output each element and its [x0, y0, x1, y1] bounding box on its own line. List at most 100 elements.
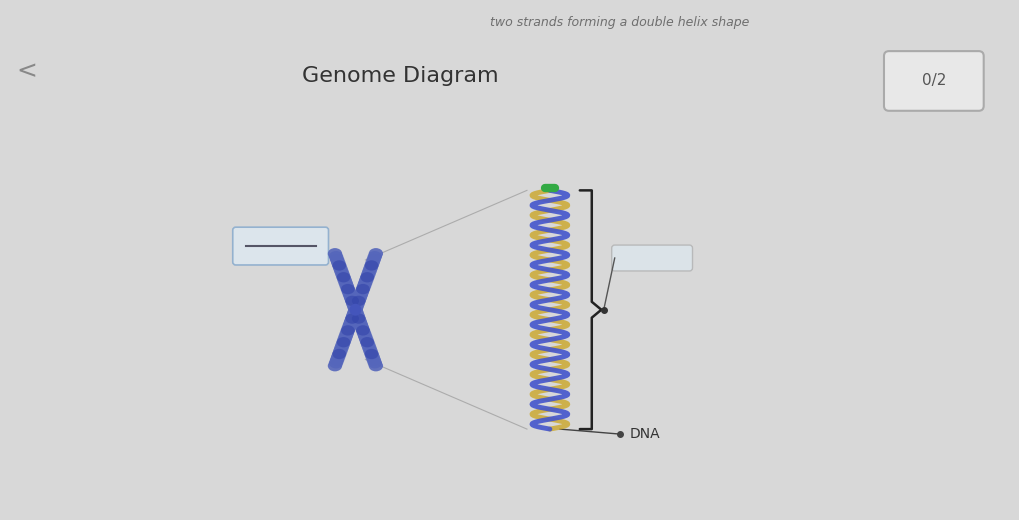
Ellipse shape: [336, 336, 351, 348]
Ellipse shape: [356, 284, 369, 294]
Ellipse shape: [356, 325, 370, 336]
Ellipse shape: [368, 248, 383, 259]
Ellipse shape: [346, 307, 361, 318]
Ellipse shape: [336, 272, 350, 282]
Ellipse shape: [338, 331, 353, 342]
Ellipse shape: [336, 271, 351, 283]
Ellipse shape: [360, 336, 374, 348]
Ellipse shape: [340, 325, 355, 335]
FancyBboxPatch shape: [883, 51, 982, 111]
Ellipse shape: [331, 257, 345, 268]
Ellipse shape: [348, 307, 364, 318]
Ellipse shape: [328, 251, 342, 262]
Ellipse shape: [328, 357, 342, 369]
Text: DNA: DNA: [629, 427, 659, 441]
Ellipse shape: [357, 281, 371, 292]
Ellipse shape: [347, 304, 362, 315]
Ellipse shape: [362, 266, 376, 277]
Ellipse shape: [366, 254, 380, 265]
Ellipse shape: [362, 343, 376, 354]
Ellipse shape: [356, 283, 370, 295]
Ellipse shape: [344, 295, 359, 306]
Ellipse shape: [332, 348, 346, 359]
Ellipse shape: [346, 301, 361, 313]
Ellipse shape: [335, 340, 350, 350]
Ellipse shape: [344, 313, 359, 324]
Ellipse shape: [366, 354, 380, 366]
Ellipse shape: [347, 304, 362, 315]
Ellipse shape: [331, 352, 345, 362]
Ellipse shape: [363, 345, 377, 357]
Ellipse shape: [329, 354, 344, 366]
Ellipse shape: [332, 261, 345, 270]
Ellipse shape: [327, 248, 341, 259]
Ellipse shape: [338, 278, 353, 289]
Text: <: <: [16, 59, 37, 83]
Ellipse shape: [341, 322, 356, 333]
Ellipse shape: [345, 314, 359, 324]
Ellipse shape: [340, 325, 355, 336]
Ellipse shape: [364, 260, 378, 271]
Ellipse shape: [354, 319, 368, 330]
Ellipse shape: [352, 296, 365, 306]
Ellipse shape: [337, 275, 352, 286]
Ellipse shape: [351, 310, 365, 321]
Ellipse shape: [352, 295, 366, 306]
Ellipse shape: [358, 278, 372, 289]
FancyBboxPatch shape: [232, 227, 328, 265]
FancyBboxPatch shape: [611, 245, 692, 271]
Ellipse shape: [365, 257, 379, 268]
Ellipse shape: [333, 263, 347, 274]
Ellipse shape: [361, 340, 375, 350]
Ellipse shape: [347, 304, 362, 315]
Ellipse shape: [361, 269, 375, 280]
Ellipse shape: [345, 310, 360, 321]
Ellipse shape: [367, 251, 382, 262]
Ellipse shape: [340, 284, 355, 294]
Ellipse shape: [337, 334, 352, 345]
Ellipse shape: [333, 345, 347, 357]
Ellipse shape: [360, 337, 374, 347]
Ellipse shape: [365, 261, 378, 270]
Ellipse shape: [352, 313, 366, 324]
Ellipse shape: [345, 296, 359, 306]
Ellipse shape: [342, 319, 357, 330]
Ellipse shape: [360, 271, 374, 283]
Ellipse shape: [351, 298, 365, 309]
Ellipse shape: [364, 348, 378, 359]
Text: two strands forming a double helix shape: two strands forming a double helix shape: [489, 16, 749, 29]
Ellipse shape: [327, 360, 341, 371]
Ellipse shape: [345, 298, 360, 309]
Ellipse shape: [350, 304, 361, 316]
Text: Genome Diagram: Genome Diagram: [302, 66, 498, 86]
Ellipse shape: [343, 292, 358, 304]
Ellipse shape: [348, 301, 364, 313]
Ellipse shape: [367, 357, 382, 369]
Ellipse shape: [353, 316, 367, 327]
Ellipse shape: [368, 360, 383, 371]
Ellipse shape: [339, 281, 354, 292]
Ellipse shape: [359, 334, 373, 345]
Ellipse shape: [339, 328, 354, 339]
Ellipse shape: [334, 266, 348, 277]
Ellipse shape: [356, 325, 369, 335]
Ellipse shape: [363, 263, 377, 274]
Ellipse shape: [357, 328, 371, 339]
Text: 0/2: 0/2: [921, 73, 945, 88]
Ellipse shape: [342, 290, 357, 301]
Ellipse shape: [334, 343, 348, 354]
Ellipse shape: [365, 349, 378, 359]
Ellipse shape: [365, 352, 379, 362]
Ellipse shape: [343, 316, 358, 327]
Ellipse shape: [329, 254, 344, 265]
Ellipse shape: [340, 283, 355, 295]
Ellipse shape: [335, 269, 350, 280]
Ellipse shape: [341, 287, 356, 297]
Ellipse shape: [332, 260, 346, 271]
Ellipse shape: [347, 304, 362, 315]
Ellipse shape: [360, 272, 374, 282]
Ellipse shape: [332, 349, 345, 359]
Ellipse shape: [355, 287, 369, 297]
Ellipse shape: [355, 322, 369, 333]
Ellipse shape: [359, 275, 373, 286]
